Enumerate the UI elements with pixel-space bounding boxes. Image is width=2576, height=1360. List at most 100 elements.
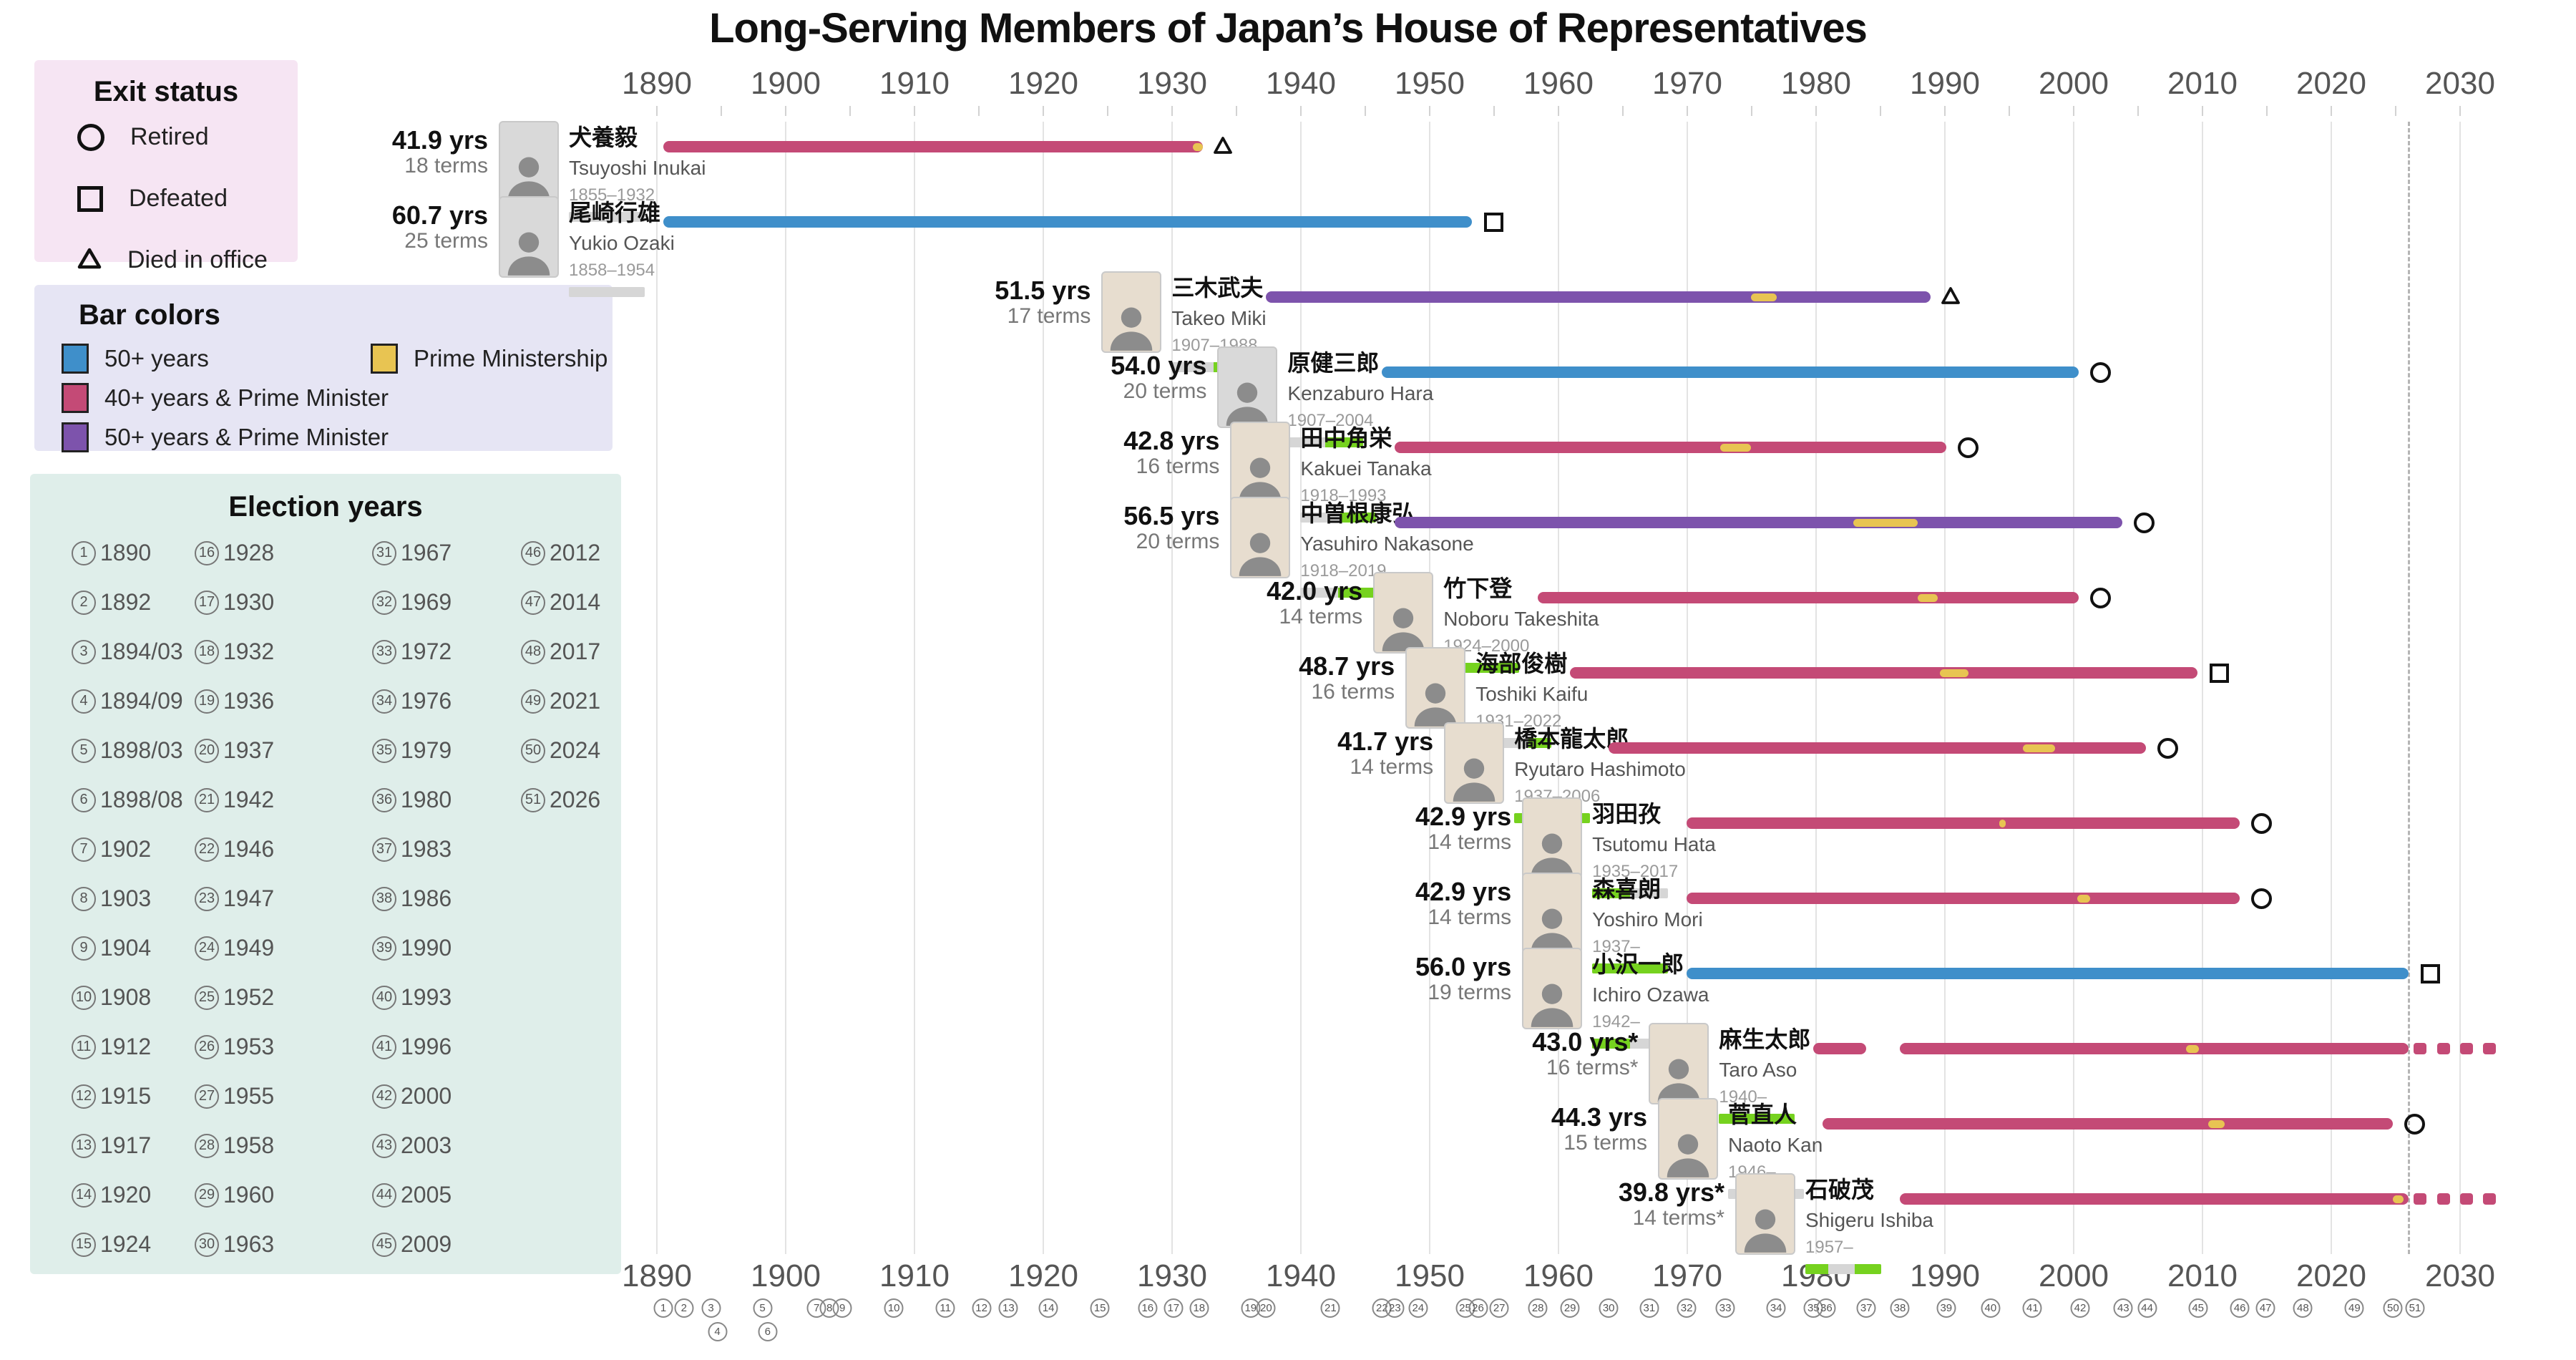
election-number-circle-icon: 10 bbox=[884, 1298, 904, 1318]
tenure-bar-segment bbox=[1900, 1043, 2409, 1054]
election-year-label: 1967 bbox=[401, 540, 452, 565]
axis-minor-tick bbox=[656, 106, 658, 116]
portrait-photo bbox=[1230, 422, 1291, 503]
bottom-axis-election-marker: 38 bbox=[1890, 1298, 1910, 1318]
bottom-axis-election-marker: 9 bbox=[832, 1298, 852, 1318]
service-years-label: 44.3 yrs bbox=[1551, 1102, 1647, 1132]
axis-minor-tick bbox=[785, 106, 786, 116]
party-affiliation-mini-bar bbox=[1300, 588, 1377, 598]
decade-gridline bbox=[1558, 122, 1559, 1254]
service-years-label: 43.0 yrs* bbox=[1532, 1027, 1639, 1057]
name-english: Ichiro Ozawa bbox=[1592, 983, 1709, 1006]
election-year-label: 1898/03 bbox=[100, 737, 183, 763]
bottom-axis-year-label: 1960 bbox=[1523, 1258, 1594, 1293]
axis-minor-tick bbox=[1365, 106, 1366, 116]
party-mini-bar-segment bbox=[1719, 1114, 1795, 1124]
portrait-photo bbox=[1522, 873, 1583, 954]
axis-minor-tick bbox=[2009, 106, 2010, 116]
election-number-circle-icon: 11 bbox=[935, 1298, 955, 1318]
portrait-photo bbox=[1230, 497, 1291, 578]
portrait-photo bbox=[1405, 647, 1466, 729]
name-japanese: 小沢一郎 bbox=[1592, 951, 1684, 977]
election-year-label: 1894/09 bbox=[100, 688, 183, 714]
name-english: Shigeru Ishiba bbox=[1805, 1209, 1934, 1231]
bottom-axis-election-marker: 4 bbox=[708, 1322, 728, 1341]
election-number-circle-icon: 32 bbox=[372, 590, 396, 615]
birth-death-years: 1918–1993 bbox=[1300, 486, 1387, 505]
bottom-axis-year-label: 1920 bbox=[1008, 1258, 1078, 1293]
decade-gridline bbox=[1944, 122, 1946, 1254]
name-japanese: 尾崎行雄 bbox=[569, 200, 661, 225]
name-english: Kenzaburo Hara bbox=[1287, 382, 1434, 404]
election-number-circle-icon: 45 bbox=[2188, 1298, 2208, 1318]
terms-count-label: 15 terms bbox=[1563, 1131, 1647, 1155]
election-number-circle-icon: 7 bbox=[72, 837, 96, 862]
election-number-circle-icon: 40 bbox=[1981, 1298, 2001, 1318]
decade-gridline bbox=[914, 122, 915, 1254]
party-mini-bar-segment bbox=[1300, 513, 1340, 523]
election-year-entry: 11 1912 bbox=[72, 1034, 151, 1060]
election-year-label: 1986 bbox=[401, 885, 452, 911]
top-axis-year-label: 2030 bbox=[2425, 66, 2495, 101]
axis-minor-tick bbox=[721, 106, 722, 116]
election-number-circle-icon: 24 bbox=[1408, 1298, 1428, 1318]
election-number-circle-icon: 33 bbox=[372, 639, 396, 664]
election-number-circle-icon: 38 bbox=[372, 886, 396, 911]
bottom-axis-election-marker: 18 bbox=[1189, 1298, 1209, 1318]
election-year-entry: 49 2021 bbox=[521, 688, 600, 714]
terms-count-label: 14 terms* bbox=[1632, 1206, 1724, 1230]
party-affiliation-mini-bar bbox=[1805, 1264, 1881, 1274]
exit-status-legend: Exit status Retired Defeated Died in offic… bbox=[34, 60, 298, 273]
election-number-circle-icon: 46 bbox=[521, 540, 545, 565]
election-year-entry: 2 1892 bbox=[72, 589, 151, 616]
election-number-circle-icon: 28 bbox=[195, 1133, 219, 1158]
bottom-axis-election-marker: 26 bbox=[1468, 1298, 1488, 1318]
bottom-axis-year-label: 2020 bbox=[2296, 1258, 2366, 1293]
birth-death-years: 1855–1932 bbox=[569, 185, 655, 205]
election-year-entry: 37 1983 bbox=[372, 836, 452, 863]
election-number-circle-icon: 38 bbox=[1890, 1298, 1910, 1318]
terms-count-label: 14 terms bbox=[1428, 905, 1512, 929]
election-number-circle-icon: 49 bbox=[2344, 1298, 2364, 1318]
election-number-circle-icon: 50 bbox=[521, 738, 545, 763]
top-axis-year-label: 1900 bbox=[751, 66, 821, 101]
election-year-entry: 22 1946 bbox=[195, 836, 274, 863]
top-axis-year-label: 1950 bbox=[1395, 66, 1465, 101]
election-number-circle-icon: 14 bbox=[72, 1182, 96, 1208]
election-number-circle-icon: 42 bbox=[2070, 1298, 2090, 1318]
tenure-bar-segment bbox=[663, 216, 1473, 228]
purple-bar-swatch-icon bbox=[62, 422, 89, 452]
bottom-axis-election-marker: 14 bbox=[1038, 1298, 1058, 1318]
bottom-axis-election-marker: 51 bbox=[2405, 1298, 2425, 1318]
election-number-circle-icon: 14 bbox=[1038, 1298, 1058, 1318]
election-year-label: 1983 bbox=[401, 836, 452, 862]
decade-gridline bbox=[1687, 122, 1688, 1254]
election-number-circle-icon: 4 bbox=[72, 689, 96, 714]
portrait-photo bbox=[1522, 797, 1583, 879]
axis-minor-tick bbox=[1944, 106, 1946, 116]
party-mini-bar-segment bbox=[1805, 1264, 1828, 1274]
terms-count-label: 20 terms bbox=[1136, 530, 1220, 553]
prime-ministership-segment bbox=[1853, 519, 1918, 527]
election-number-circle-icon: 43 bbox=[2113, 1298, 2133, 1318]
portrait-photo bbox=[1649, 1023, 1709, 1104]
election-years-legend: Election years 1 1890 2 1892 3 1894/03 4 1894/0… bbox=[30, 474, 621, 1274]
party-affiliation-mini-bar bbox=[1300, 513, 1377, 523]
exit-legend-item-label: Defeated bbox=[129, 185, 228, 212]
election-number-circle-icon: 47 bbox=[2255, 1298, 2275, 1318]
bar-colors-legend-item: Prime Ministership bbox=[371, 344, 608, 374]
axis-minor-tick bbox=[2137, 106, 2139, 116]
election-year-entry: 3 1894/03 bbox=[72, 638, 183, 665]
election-year-entry: 50 2024 bbox=[521, 737, 600, 764]
election-year-label: 2009 bbox=[401, 1231, 452, 1257]
election-year-entry: 14 1920 bbox=[72, 1182, 151, 1208]
election-number-circle-icon: 3 bbox=[72, 639, 96, 664]
election-year-entry: 42 2000 bbox=[372, 1083, 452, 1109]
decade-gridline bbox=[656, 122, 658, 1254]
exit-legend-item: Defeated bbox=[77, 185, 228, 213]
portrait-photo bbox=[1444, 722, 1505, 804]
election-number-circle-icon: 45 bbox=[372, 1232, 396, 1257]
tenure-bar-segment bbox=[1538, 592, 2079, 603]
bar-colors-legend-item: 50+ years bbox=[62, 344, 209, 374]
election-year-label: 2005 bbox=[401, 1182, 452, 1208]
